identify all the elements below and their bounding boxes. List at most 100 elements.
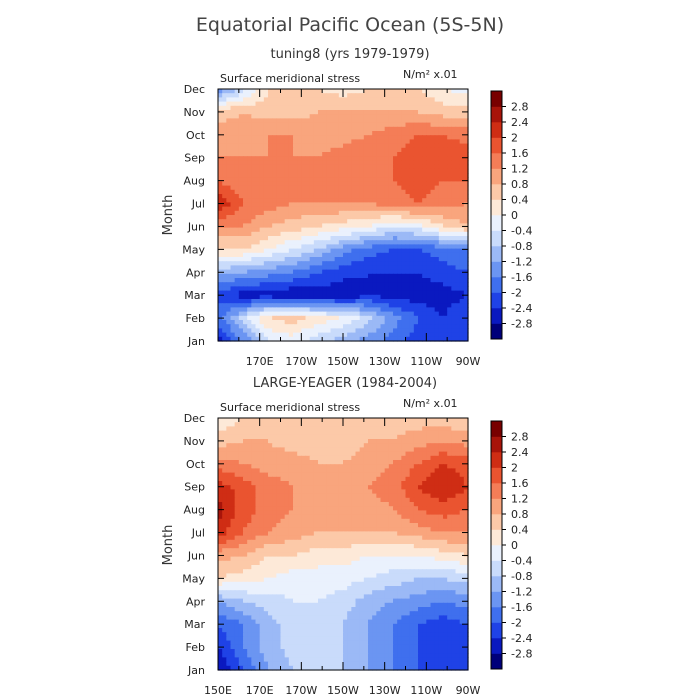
heatmap-cell xyxy=(347,489,352,495)
heatmap-cell xyxy=(288,311,294,317)
heatmap-cell xyxy=(359,93,365,98)
heatmap-cell xyxy=(280,476,286,482)
heatmap-cell xyxy=(313,236,319,241)
heatmap-cell xyxy=(259,110,265,115)
heatmap-cell xyxy=(234,147,240,153)
heatmap-cell xyxy=(338,147,344,153)
heatmap-cell xyxy=(426,118,432,124)
heatmap-cell xyxy=(226,168,232,174)
heatmap-cell xyxy=(438,265,444,271)
heatmap-cell xyxy=(463,93,469,98)
heatmap-cell xyxy=(455,198,461,203)
heatmap-cell xyxy=(318,223,323,229)
heatmap-cell xyxy=(405,198,411,203)
heatmap-cell xyxy=(418,93,423,98)
heatmap-cell xyxy=(426,110,432,115)
heatmap-cell xyxy=(397,290,402,296)
heatmap-cell xyxy=(251,489,257,495)
heatmap-cell xyxy=(230,160,236,166)
heatmap-cell xyxy=(355,299,361,304)
heatmap-cell xyxy=(313,135,319,140)
heatmap-cell xyxy=(230,236,236,241)
heatmap-cell xyxy=(463,135,469,140)
heatmap-cell xyxy=(230,485,236,490)
heatmap-cell xyxy=(234,160,240,166)
heatmap-cell xyxy=(384,324,390,329)
heatmap-cell xyxy=(226,114,232,119)
heatmap-cell xyxy=(359,215,365,220)
heatmap-cell xyxy=(309,299,315,304)
heatmap-cell xyxy=(459,227,465,233)
heatmap-cell xyxy=(343,143,348,149)
heatmap-cell xyxy=(326,143,332,149)
heatmap-cell xyxy=(343,261,348,266)
x-tick-label: 130W xyxy=(369,355,401,368)
heatmap-cell xyxy=(226,101,232,107)
heatmap-cell xyxy=(238,93,244,98)
heatmap-cell xyxy=(351,481,357,486)
heatmap-cell xyxy=(226,324,232,329)
heatmap-cell xyxy=(409,294,415,300)
heatmap-cell xyxy=(405,215,411,220)
heatmap-cell xyxy=(380,451,386,457)
heatmap-cell xyxy=(293,118,298,124)
heatmap-cell xyxy=(218,273,223,279)
heatmap-cell xyxy=(230,320,236,325)
heatmap-cell xyxy=(276,223,282,229)
heatmap-cell xyxy=(338,324,344,329)
heatmap-cell xyxy=(438,447,444,453)
heatmap-cell xyxy=(259,324,265,329)
heatmap-cell xyxy=(351,118,357,124)
heatmap-cell xyxy=(422,215,427,220)
heatmap-cell xyxy=(313,173,319,178)
heatmap-cell xyxy=(409,105,415,111)
heatmap-cell xyxy=(447,147,452,153)
heatmap-cell xyxy=(459,493,465,499)
heatmap-cell xyxy=(413,418,419,423)
heatmap-cell xyxy=(388,422,394,427)
heatmap-cell xyxy=(238,489,244,495)
heatmap-cell xyxy=(388,93,394,98)
heatmap-cell xyxy=(363,328,369,334)
heatmap-cell xyxy=(355,219,361,224)
heatmap-cell xyxy=(280,194,286,199)
heatmap-cell xyxy=(247,93,252,98)
heatmap-cell xyxy=(218,177,223,182)
heatmap-cell xyxy=(438,328,444,334)
heatmap-cell xyxy=(355,177,361,182)
heatmap-cell xyxy=(351,336,357,342)
heatmap-cell xyxy=(297,139,302,145)
heatmap-cell xyxy=(359,89,365,94)
heatmap-cell xyxy=(322,139,327,145)
heatmap-cell xyxy=(330,447,336,453)
heatmap-cell xyxy=(372,493,377,499)
heatmap-cell xyxy=(413,439,419,444)
heatmap-cell xyxy=(463,311,469,317)
heatmap-cell xyxy=(255,215,261,220)
heatmap-cell xyxy=(413,290,419,296)
heatmap-cell xyxy=(463,434,469,440)
heatmap-cell xyxy=(330,265,336,271)
heatmap-cell xyxy=(393,135,398,140)
heatmap-cell xyxy=(426,173,432,178)
heatmap-cell xyxy=(397,147,402,153)
heatmap-cell xyxy=(305,147,311,153)
heatmap-cell xyxy=(397,422,402,427)
heatmap-cell xyxy=(422,147,427,153)
heatmap-cell xyxy=(447,156,452,161)
heatmap-cell xyxy=(351,93,357,98)
heatmap-cell xyxy=(347,426,352,432)
heatmap-cell xyxy=(355,89,361,94)
heatmap-cell xyxy=(451,434,457,440)
heatmap-cell xyxy=(397,93,402,98)
heatmap-cell xyxy=(268,194,273,199)
heatmap-cell xyxy=(280,489,286,495)
heatmap-cell xyxy=(447,236,452,241)
heatmap-cell xyxy=(280,294,286,300)
heatmap-cell xyxy=(376,455,382,461)
heatmap-cell xyxy=(322,185,327,191)
heatmap-cell xyxy=(397,320,402,325)
heatmap-cell xyxy=(259,286,265,292)
heatmap-cell xyxy=(351,324,357,329)
heatmap-cell xyxy=(322,485,327,490)
